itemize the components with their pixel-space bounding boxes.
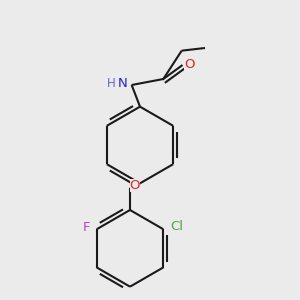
Text: F: F xyxy=(83,221,91,234)
Text: N: N xyxy=(118,77,127,90)
Text: O: O xyxy=(130,179,140,192)
Text: O: O xyxy=(184,58,194,71)
Text: Cl: Cl xyxy=(170,220,183,233)
Text: H: H xyxy=(106,77,116,91)
